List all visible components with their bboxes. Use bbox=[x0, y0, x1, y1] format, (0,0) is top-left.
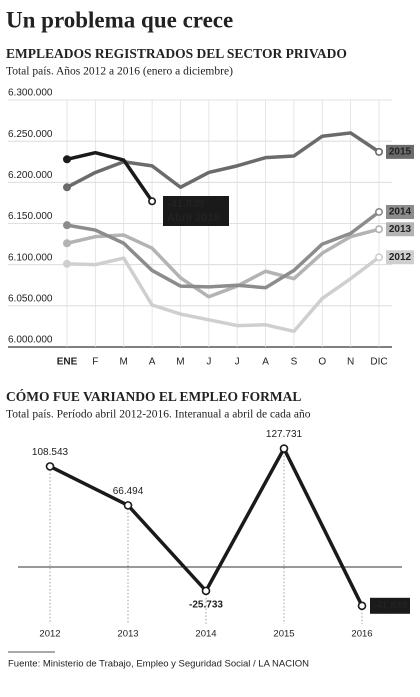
point-marker bbox=[148, 197, 157, 206]
x-tick-label: M bbox=[176, 357, 184, 368]
chart-subtitle: Total país. Período abril 2012-2016. Int… bbox=[6, 409, 311, 421]
point-marker bbox=[279, 444, 289, 453]
x-tick-label: A bbox=[262, 357, 269, 368]
annotation: -41.839 bbox=[167, 198, 204, 210]
series-line bbox=[66, 131, 380, 190]
series-line bbox=[66, 227, 380, 299]
value-label: -41.839 bbox=[373, 600, 407, 611]
x-tick-label: F bbox=[92, 357, 98, 368]
annotation-box bbox=[163, 196, 229, 226]
x-tick-label: ENE bbox=[57, 357, 78, 368]
series-line bbox=[66, 255, 381, 334]
value-label-box bbox=[370, 597, 410, 614]
legend-box bbox=[386, 204, 414, 219]
legend-label: 2015 bbox=[389, 147, 412, 158]
point-marker bbox=[374, 225, 383, 234]
x-tick-label: 2016 bbox=[351, 629, 372, 640]
point-marker bbox=[123, 501, 133, 510]
y-tick-label: 6.050.000 bbox=[8, 293, 53, 304]
source: Fuente: Ministerio de Trabajo, Empleo y … bbox=[8, 659, 309, 670]
value-label: 127.731 bbox=[266, 429, 303, 440]
point-marker bbox=[357, 601, 367, 611]
point-marker bbox=[374, 147, 383, 156]
legend-label: 2012 bbox=[389, 252, 412, 263]
x-tick-label: J bbox=[206, 357, 211, 368]
x-tick-label: A bbox=[149, 357, 156, 368]
value-label: 66.494 bbox=[113, 486, 144, 497]
x-tick-label: J bbox=[235, 357, 240, 368]
y-tick-label: 6.250.000 bbox=[8, 129, 53, 140]
series-line bbox=[66, 150, 154, 203]
x-tick-label: 2014 bbox=[195, 629, 216, 640]
point-marker bbox=[201, 586, 211, 596]
x-tick-label: M bbox=[120, 357, 128, 368]
y-tick-label: 6.200.000 bbox=[8, 170, 53, 181]
legend-box bbox=[386, 222, 414, 237]
y-tick-label: 6.100.000 bbox=[8, 252, 53, 263]
annotation: Abril 2016 bbox=[167, 212, 220, 224]
point-marker bbox=[62, 183, 71, 192]
chart-subtitle: Total país. Años 2012 a 2016 (enero a di… bbox=[6, 66, 233, 78]
legend-label: 2014 bbox=[389, 207, 412, 218]
x-tick-label: 2012 bbox=[39, 629, 60, 640]
point-marker bbox=[62, 221, 71, 230]
main-title: Un problema que crece bbox=[6, 7, 233, 32]
point-marker bbox=[62, 239, 71, 248]
series-line bbox=[66, 210, 381, 290]
value-label: -25.733 bbox=[189, 600, 223, 611]
point-marker bbox=[62, 259, 71, 268]
point-marker bbox=[45, 462, 55, 471]
y-tick-label: 6.000.000 bbox=[8, 335, 53, 346]
x-tick-label: 2015 bbox=[273, 629, 294, 640]
point-marker bbox=[62, 155, 71, 164]
point-marker bbox=[374, 253, 383, 262]
legend-box bbox=[386, 144, 414, 159]
x-tick-label: DIC bbox=[370, 357, 387, 368]
value-label: 108.543 bbox=[32, 447, 69, 458]
x-tick-label: N bbox=[347, 357, 354, 368]
chart-title: CÓMO FUE VARIANDO EL EMPLEO FORMAL bbox=[6, 389, 301, 404]
point-marker bbox=[374, 207, 383, 216]
y-tick-label: 6.150.000 bbox=[8, 211, 53, 222]
x-tick-label: 2013 bbox=[117, 629, 138, 640]
legend-label: 2013 bbox=[389, 224, 412, 235]
x-tick-label: O bbox=[318, 357, 326, 368]
x-tick-label: S bbox=[291, 357, 298, 368]
y-tick-label: 6.300.000 bbox=[8, 88, 53, 99]
legend-box bbox=[386, 250, 414, 265]
chart-title: EMPLEADOS REGISTRADOS DEL SECTOR PRIVADO bbox=[6, 46, 347, 61]
